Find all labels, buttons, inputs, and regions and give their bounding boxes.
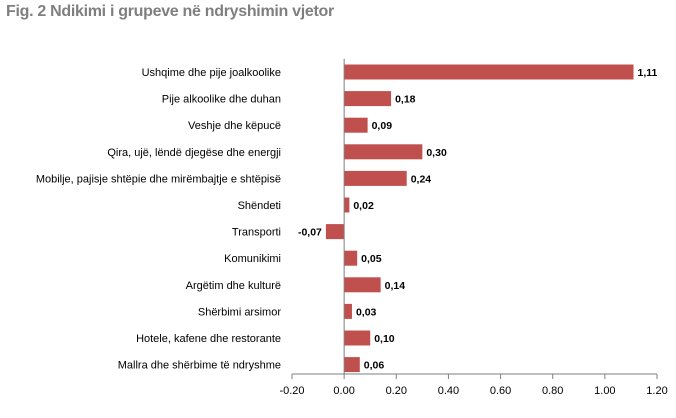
category-label: Komunikimi	[224, 253, 281, 265]
data-label: 1,11	[638, 67, 658, 79]
bar	[344, 277, 381, 293]
x-tick-label: 0.80	[542, 385, 563, 397]
x-tick-label: 0.40	[438, 385, 459, 397]
data-label: 0,06	[364, 360, 385, 372]
bar	[344, 144, 423, 160]
data-label: 0,30	[426, 147, 447, 159]
category-label: Pije alkoolike dhe duhan	[162, 94, 281, 106]
chart-title: Fig. 2 Ndikimi i grupeve në ndryshimin v…	[6, 3, 334, 20]
category-label: Shërbimi arsimor	[198, 306, 281, 318]
bar	[344, 303, 352, 319]
data-label: 0,10	[374, 333, 395, 345]
data-label: 0,14	[385, 280, 406, 292]
data-label: 0,03	[356, 306, 377, 318]
labels-layer: Ushqime dhe pije joalkoolike 1,11 Pije alk…	[36, 67, 658, 372]
category-label: Veshje dhe këpucë	[188, 120, 281, 132]
bar	[344, 330, 371, 346]
x-tick-label: -0.20	[279, 385, 304, 397]
bars-layer	[325, 64, 634, 373]
data-label: 0,02	[353, 200, 374, 212]
x-tick-label: 1.00	[594, 385, 615, 397]
bar	[344, 170, 407, 186]
category-label: Ushqime dhe pije joalkoolike	[142, 67, 281, 79]
x-axis: -0.20 0.00 0.20 0.40 0.60 0.80 1.00 1.20	[279, 58, 668, 397]
x-tick-label: 1.20	[646, 385, 667, 397]
category-label: Qira, ujë, lëndë djegëse dhe energji	[107, 147, 281, 159]
bar	[344, 357, 360, 373]
x-tick-label: 0.00	[333, 385, 354, 397]
data-label: 0,18	[395, 94, 416, 106]
bar	[344, 64, 634, 80]
category-label: Shëndeti	[238, 200, 281, 212]
data-label: -0,07	[298, 227, 322, 239]
bar	[344, 117, 368, 133]
category-label: Mallra dhe shërbime të ndryshme	[118, 360, 281, 372]
category-label: Hotele, kafene dhe restorante	[136, 333, 281, 345]
bar	[344, 91, 392, 107]
data-label: 0,09	[372, 120, 393, 132]
category-label: Mobilje, pajisje shtëpie dhe mirëmbajtje…	[36, 173, 281, 185]
x-tick-label: 0.60	[490, 385, 511, 397]
data-label: 0,05	[361, 253, 382, 265]
data-label: 0,24	[411, 173, 432, 185]
bar	[344, 250, 358, 266]
bar	[344, 197, 350, 213]
category-label: Transporti	[232, 227, 281, 239]
x-tick-label: 0.20	[386, 385, 407, 397]
category-label: Argëtim dhe kulturë	[186, 280, 281, 292]
bar	[325, 224, 345, 240]
